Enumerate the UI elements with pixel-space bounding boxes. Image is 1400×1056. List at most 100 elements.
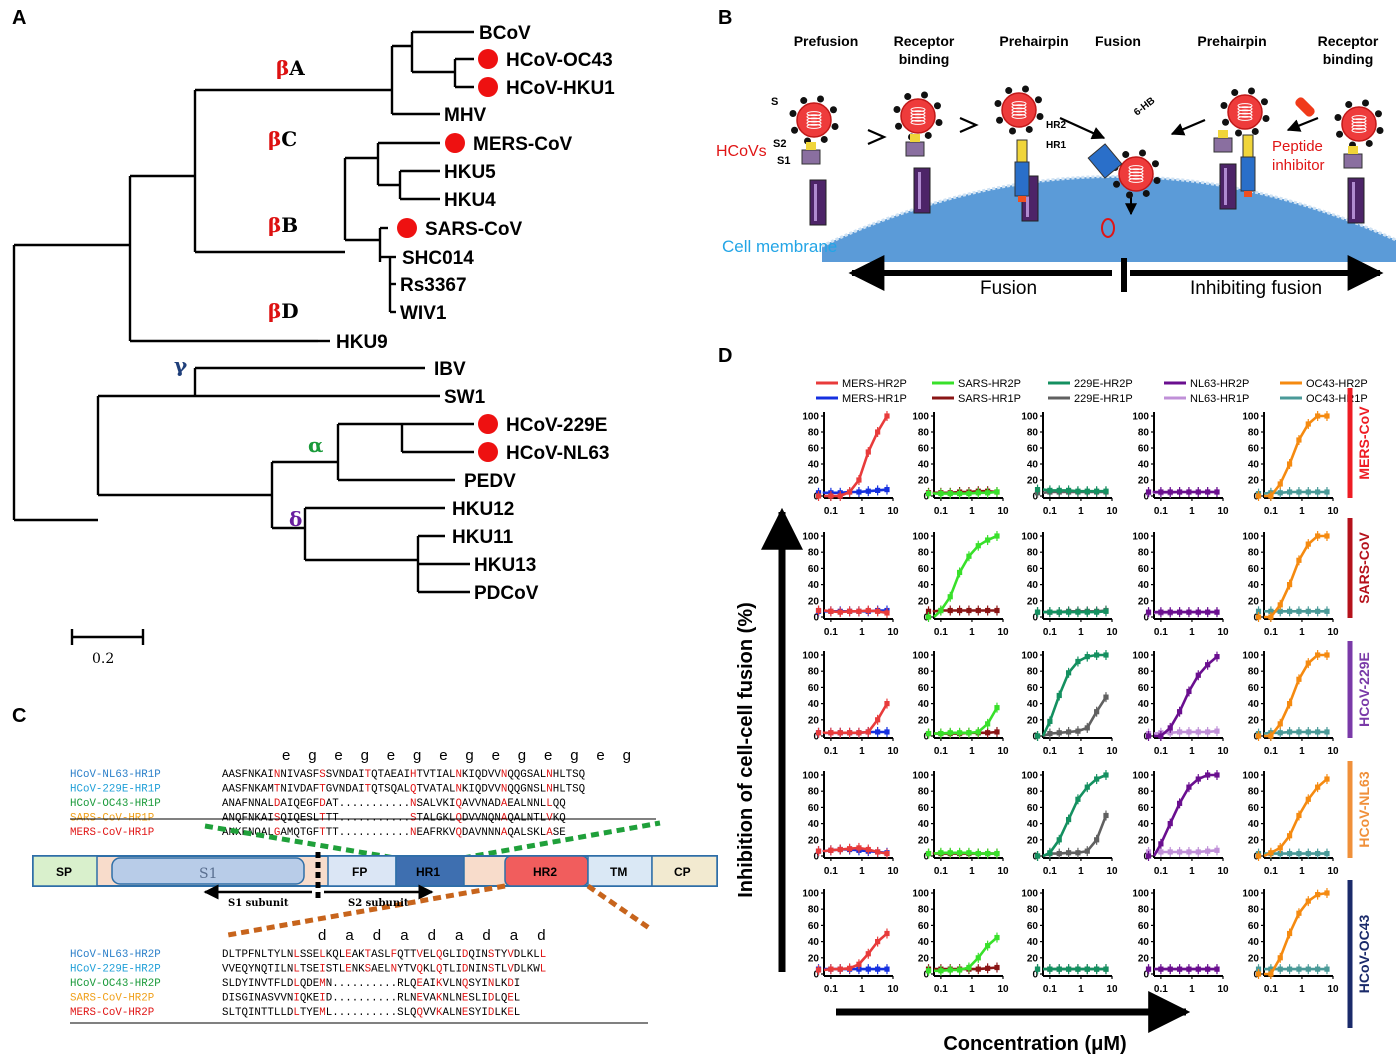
x-tick-label: 1 <box>859 506 865 517</box>
x-tick-label: 1 <box>1189 506 1195 517</box>
y-tick-label: 100 <box>1021 771 1038 782</box>
heptad-position-letter: d <box>318 927 326 944</box>
y-tick-label: 60 <box>1248 444 1260 455</box>
label-hr2: HR2 <box>1046 120 1066 131</box>
y-tick-label: 60 <box>1138 564 1150 575</box>
x-tick-label: 0.1 <box>824 506 838 517</box>
virus-row-label: SARS-CoV <box>1356 532 1372 604</box>
x-tick-label: 1 <box>1299 746 1305 757</box>
hr1-alignment: HCoV-NL63-HR1P AASFNKAINNIVASFSSVNDAITQTA… <box>70 769 585 839</box>
heptad-position-letter: e <box>282 747 290 764</box>
y-tick-label: 20 <box>808 596 820 607</box>
label-s2: S2 <box>773 138 786 150</box>
stage-label: Receptor <box>894 33 955 49</box>
y-tick-label: 100 <box>802 651 819 662</box>
y-tick-label: 60 <box>1138 683 1150 694</box>
x-tick-label: 10 <box>887 506 899 517</box>
y-tick-label: 40 <box>918 937 930 948</box>
virus-row-label: HCoV-229E <box>1356 652 1372 727</box>
virion-icon <box>1220 87 1270 137</box>
tree-group-labels: βA βC βB βD γ α δ <box>174 56 323 531</box>
x-tick-label: 0.1 <box>934 984 948 995</box>
membrane-lipid-edge <box>821 174 1397 248</box>
x-tick-label: 1 <box>859 627 865 638</box>
hr2-zoom-line <box>586 883 654 933</box>
heptad-position-letter: d <box>428 927 436 944</box>
y-tick-label: 60 <box>808 683 820 694</box>
x-tick-label: 1 <box>1078 866 1084 877</box>
y-tick-label: 60 <box>1248 803 1260 814</box>
stage-label: Prefusion <box>794 33 859 49</box>
y-tick-label: 80 <box>918 905 930 916</box>
y-tick-label: 80 <box>918 667 930 678</box>
y-tick-label: 60 <box>918 803 930 814</box>
y-tick-label: 60 <box>1138 803 1150 814</box>
y-tick-label: 80 <box>918 548 930 559</box>
alignment-row-sequence: ANAFNNALDAIQEGFDAT...........NSALVKIQAVV… <box>222 798 566 810</box>
step-arrow <box>1059 116 1106 140</box>
y-tick-label: 100 <box>1132 532 1149 543</box>
heptad-position-letter: g <box>465 747 473 764</box>
y-tick-label: 80 <box>808 548 820 559</box>
virus-row-label: MERS-CoV <box>1356 406 1372 480</box>
human-coronavirus-marker <box>478 49 498 69</box>
y-tick-label: 80 <box>1027 548 1039 559</box>
y-tick-label: 20 <box>1248 476 1260 487</box>
y-tick-label: 60 <box>1027 683 1039 694</box>
y-tick-label: 100 <box>1132 771 1149 782</box>
y-tick-label: 20 <box>1027 835 1039 846</box>
alignment-row-sequence: SLTQINTTLLDLTYEML..........SLQQVVKALNESY… <box>222 1007 520 1019</box>
domain-hr1 <box>395 855 465 887</box>
y-tick-label: 20 <box>1138 835 1150 846</box>
x-tick-label: 1 <box>969 866 975 877</box>
y-tick-label: 40 <box>808 699 820 710</box>
s2-subunit-label: S2 subunit <box>348 898 409 909</box>
alignment-row-name: HCoV-229E-HR2P <box>70 964 161 976</box>
x-tick-label: 10 <box>1327 506 1339 517</box>
heptad-position-letter: g <box>361 747 369 764</box>
x-axis-label: Concentration (μM) <box>943 1033 1126 1055</box>
tree-leaf-labels: BCoV HCoV-OC43 HCoV-HKU1 MHV MERS-CoV HKU5 HKU… <box>336 23 615 604</box>
panel-a-label: A <box>12 7 26 29</box>
y-tick-label: 60 <box>1027 921 1039 932</box>
virion-icon <box>1334 99 1384 149</box>
y-tick-label: 0 <box>813 852 819 863</box>
tree-leaf-hku5: HKU5 <box>444 162 496 183</box>
alignment-row-sequence: AASFNKAINNIVASFSSVNDAITQTAEAIHTVTIALNKIQ… <box>222 769 585 781</box>
y-tick-label: 40 <box>808 460 820 471</box>
series-line-hr2 <box>933 534 998 618</box>
y-tick-label: 0 <box>923 852 929 863</box>
y-tick-label: 0 <box>923 970 929 981</box>
s2-subunit-icon <box>910 134 920 142</box>
x-tick-label: 0.1 <box>1264 746 1278 757</box>
y-tick-label: 40 <box>918 580 930 591</box>
label-fusion: Fusion <box>980 278 1037 299</box>
x-tick-label: 1 <box>1299 627 1305 638</box>
alignment-row-sequence: AASFNKAMTNIVDAFTGVNDAITQTSQALQTVATALNKIQ… <box>222 784 585 796</box>
y-tick-label: 100 <box>1132 889 1149 900</box>
x-tick-label: 1 <box>1078 627 1084 638</box>
y-tick-label: 100 <box>912 651 929 662</box>
x-tick-label: 1 <box>969 506 975 517</box>
x-tick-label: 0.1 <box>934 506 948 517</box>
y-tick-label: 20 <box>1027 476 1039 487</box>
x-tick-label: 10 <box>1327 984 1339 995</box>
domain-s1 <box>111 857 305 885</box>
tree-leaf-ibv: IBV <box>434 359 466 380</box>
x-tick-label: 10 <box>1327 627 1339 638</box>
x-tick-label: 0.1 <box>1154 984 1168 995</box>
y-tick-label: 20 <box>808 953 820 964</box>
y-tick-label: 100 <box>1132 651 1149 662</box>
x-tick-label: 1 <box>1078 984 1084 995</box>
label-peptide-inhibitor-2: inhibitor <box>1272 157 1325 174</box>
x-tick-label: 1 <box>859 984 865 995</box>
y-tick-label: 20 <box>1248 953 1260 964</box>
y-tick-label: 20 <box>1138 953 1150 964</box>
receptor-icon <box>913 167 931 214</box>
